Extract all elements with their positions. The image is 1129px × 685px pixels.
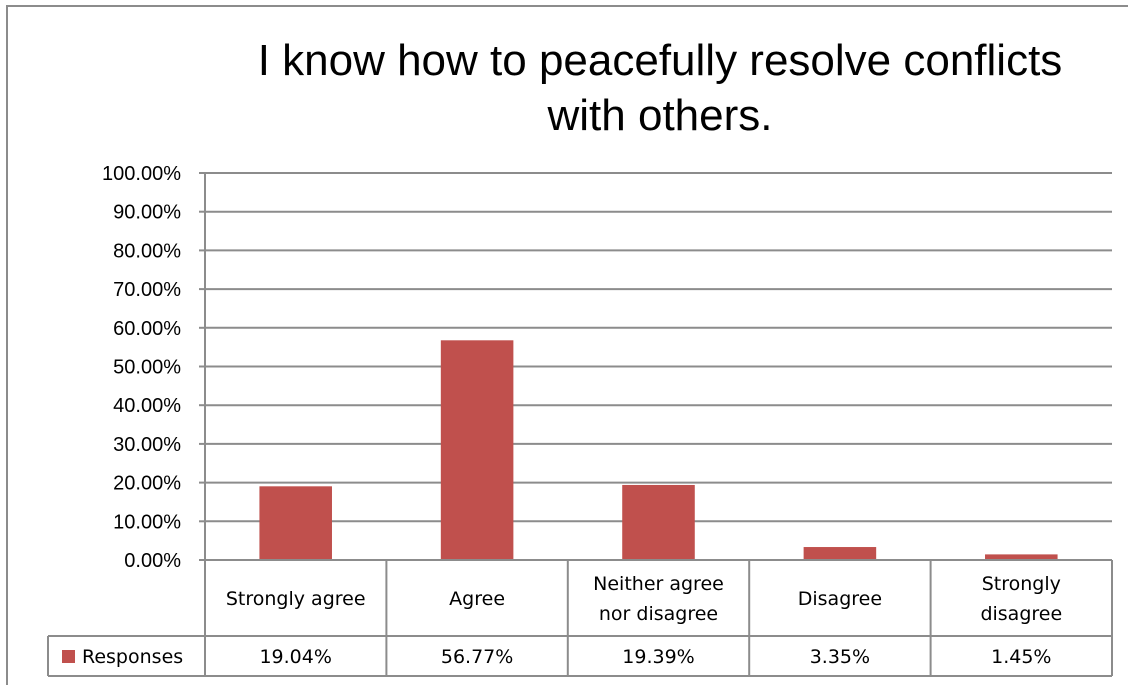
y-tick-label: 40.00% <box>113 395 181 417</box>
data-value-label: 19.04% <box>259 646 331 668</box>
y-axis-ticks: 0.00% 10.00% 20.00% 30.00% 40.00% 50.00% 60.00… <box>102 163 181 572</box>
legend-key <box>62 650 75 663</box>
bar <box>259 486 332 560</box>
category-label: Disagree <box>798 588 882 610</box>
data-value-label: 56.77% <box>441 646 513 668</box>
category-label: Strongly <box>982 573 1061 595</box>
bar <box>985 554 1058 560</box>
data-value-label: 1.45% <box>991 646 1051 668</box>
y-tick-label: 100.00% <box>102 163 181 185</box>
y-tick-label: 70.00% <box>113 279 181 301</box>
y-tick-label: 0.00% <box>124 550 181 572</box>
category-label: disagree <box>980 603 1062 625</box>
category-label: nor disagree <box>599 603 718 625</box>
category-label: Agree <box>449 588 505 610</box>
category-label: Neither agree <box>593 573 724 595</box>
y-tick-label: 20.00% <box>113 473 181 495</box>
category-label: Strongly agree <box>226 588 366 610</box>
y-tick-label: 30.00% <box>113 434 181 456</box>
y-tick-label: 50.00% <box>113 357 181 379</box>
y-tick-label: 80.00% <box>113 240 181 262</box>
y-tick-label: 90.00% <box>113 202 181 224</box>
data-value-label: 19.39% <box>622 646 694 668</box>
bar <box>440 340 514 560</box>
data-value-label: 3.35% <box>810 646 870 668</box>
bar <box>622 484 695 560</box>
chart-title-line-1: I know how to peacefully resolve conflic… <box>257 36 1063 85</box>
gridlines <box>199 172 1112 561</box>
chart-frame <box>6 5 1128 685</box>
chart-title-line-2: with others. <box>547 91 773 140</box>
y-tick-label: 10.00% <box>113 511 181 533</box>
legend-series-name: Responses <box>82 646 183 668</box>
y-tick-label: 60.00% <box>113 318 181 340</box>
bar <box>803 547 877 560</box>
bars <box>259 340 1058 560</box>
data-table: Strongly agree Agree Neither agree nor disa… <box>47 559 1113 677</box>
